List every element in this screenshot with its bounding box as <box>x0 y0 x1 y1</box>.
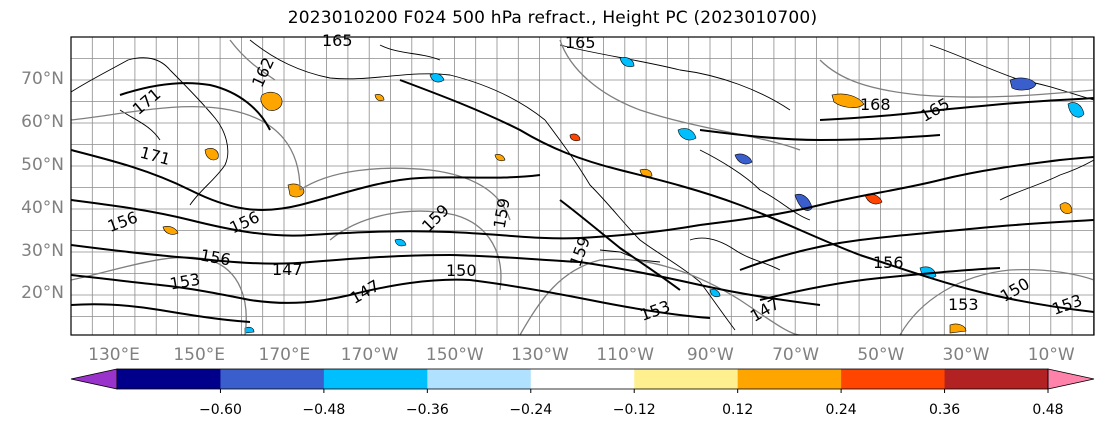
colorbar-label: −0.24 <box>509 402 552 418</box>
contour-label: 147 <box>272 260 303 279</box>
colorbar-label: 0.36 <box>929 402 960 418</box>
colorbar-label: 0.12 <box>722 402 753 418</box>
lon-label: 50°W <box>857 345 904 365</box>
colorbar-extend-high <box>1047 368 1095 390</box>
colorbar-label: −0.48 <box>302 402 345 418</box>
lon-label: 70°W <box>772 345 819 365</box>
colorbar-extend-low <box>70 368 118 390</box>
contour-labels: 165 171 171 165 162 168 165 159 156 156 … <box>105 31 1085 326</box>
lat-label: 70°N <box>21 69 64 89</box>
lon-label: 30°W <box>943 345 990 365</box>
lat-label: 30°N <box>21 241 64 261</box>
colorbar-label: −0.60 <box>199 402 242 418</box>
grey-contours <box>71 39 1094 335</box>
colorbar-label: 0.48 <box>1032 402 1063 418</box>
graticule <box>71 37 1094 335</box>
map-title: 2023010200 F024 500 hPa refract., Height… <box>287 8 818 28</box>
colorbar-outline <box>116 368 1049 390</box>
contour-label: 168 <box>860 95 891 114</box>
contour-label: 156 <box>873 253 904 272</box>
contour-label: 153 <box>948 295 979 314</box>
anomaly-patches <box>162 57 1085 334</box>
lon-label: 150°W <box>426 345 484 365</box>
colorbar-box <box>737 369 842 389</box>
colorbar-box <box>944 369 1049 389</box>
map-frame <box>70 36 1095 336</box>
longitude-labels: 130°E 150°E 170°E 170°W 150°W 130°W 110°W 90°W 7… <box>88 345 1075 365</box>
colorbar-label: −0.12 <box>613 402 656 418</box>
colorbar-box <box>841 369 946 389</box>
colorbar-box <box>634 369 739 389</box>
lon-label: 170°E <box>259 345 311 365</box>
colorbar-box <box>220 369 325 389</box>
lat-label: 20°N <box>21 283 64 303</box>
colorbar-box <box>530 369 635 389</box>
lon-label: 110°W <box>596 345 654 365</box>
height-contours <box>71 79 1094 323</box>
lon-label: 130°W <box>511 345 569 365</box>
contour-label: 165 <box>565 33 596 52</box>
latitude-labels: 70°N 60°N 50°N 40°N 30°N 20°N <box>21 69 64 303</box>
colorbar-box <box>323 369 428 389</box>
lat-label: 60°N <box>21 112 64 132</box>
lon-label: 170°W <box>341 345 399 365</box>
lat-label: 50°N <box>21 155 64 175</box>
colorbar-box <box>117 369 221 389</box>
colorbar <box>70 368 1095 390</box>
colorbar-box <box>427 369 532 389</box>
colorbar-tick-labels: −0.60 −0.48 −0.36 −0.24 −0.12 0.12 0.24 0.36 0.4… <box>199 389 1064 418</box>
contour-label: 150 <box>446 261 477 280</box>
lon-label: 130°E <box>88 345 140 365</box>
contour-label: 165 <box>322 31 353 50</box>
lon-label: 10°W <box>1028 345 1075 365</box>
lat-label: 40°N <box>21 198 64 218</box>
lon-label: 90°W <box>687 345 734 365</box>
lon-label: 150°E <box>173 345 225 365</box>
colorbar-label: −0.36 <box>406 402 449 418</box>
colorbar-label: 0.24 <box>826 402 857 418</box>
